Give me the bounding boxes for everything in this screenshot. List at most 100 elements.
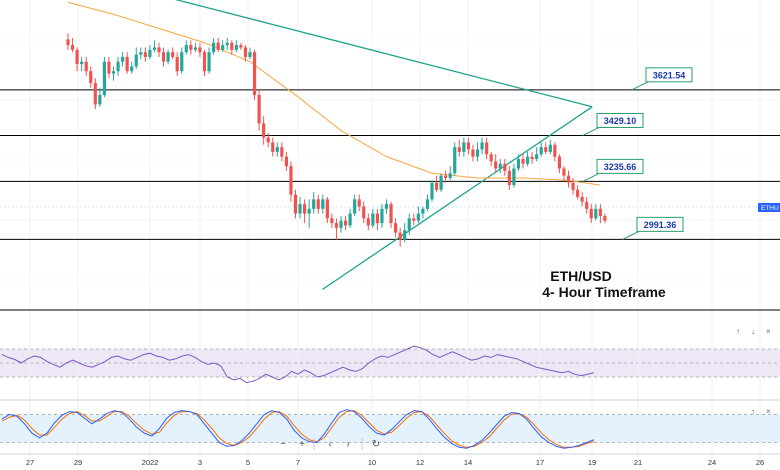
candle-body bbox=[576, 189, 580, 197]
level-label-box bbox=[636, 216, 684, 232]
x-tick-label: 5 bbox=[246, 458, 250, 467]
candle-body bbox=[234, 45, 238, 50]
candle-body bbox=[403, 230, 407, 240]
scroll-left-icon[interactable]: ‹ bbox=[328, 439, 331, 450]
moving-average-line bbox=[67, 1, 601, 186]
candle-body bbox=[453, 147, 457, 174]
triangle-lower-line bbox=[321, 106, 593, 291]
candle-body bbox=[262, 123, 266, 138]
candle-body bbox=[371, 213, 375, 226]
stoch-pane-controls: ↑ × bbox=[751, 407, 771, 416]
level-label-leader bbox=[622, 230, 640, 240]
zoom-out-icon[interactable]: − bbox=[280, 439, 286, 450]
level-labels: 3621.54 3429.10 3235.66 2991.36 bbox=[582, 67, 693, 240]
x-tick-label: 29 bbox=[74, 458, 82, 467]
x-tick-label: 2022 bbox=[142, 458, 159, 467]
candle-body bbox=[171, 52, 175, 57]
candle-body bbox=[98, 94, 102, 105]
candle-body bbox=[193, 47, 197, 50]
candle-body bbox=[125, 56, 129, 72]
x-tick-label: 27 bbox=[26, 458, 34, 467]
candle-body bbox=[594, 208, 598, 219]
candle-body bbox=[152, 47, 157, 50]
candle-body bbox=[398, 232, 402, 240]
pane-up-icon[interactable]: ↑ bbox=[736, 327, 740, 336]
candle-body bbox=[202, 52, 207, 72]
candle-body bbox=[284, 156, 288, 167]
scroll-right-icon[interactable]: › bbox=[346, 439, 349, 450]
candle-body bbox=[212, 42, 216, 53]
candle-body bbox=[239, 45, 243, 48]
candle-body bbox=[562, 168, 566, 176]
level-label-box bbox=[645, 67, 693, 83]
candle-body bbox=[221, 45, 225, 50]
candle-body bbox=[380, 208, 384, 224]
candle-body bbox=[357, 199, 361, 207]
candle-body bbox=[70, 45, 75, 50]
triangle-upper-line bbox=[174, 0, 593, 108]
candle-body bbox=[166, 52, 170, 62]
chart-title-pair: ETH/USD bbox=[550, 268, 611, 284]
x-tick-label: 17 bbox=[536, 458, 544, 467]
candle-body bbox=[66, 39, 70, 46]
candle-body bbox=[353, 199, 357, 214]
candle-body bbox=[539, 147, 543, 155]
candle-body bbox=[321, 199, 325, 209]
refresh-icon[interactable]: ↻ bbox=[372, 439, 380, 450]
candle-body bbox=[530, 156, 534, 159]
candle-body bbox=[507, 170, 511, 186]
candle-body bbox=[161, 52, 166, 62]
candle-body bbox=[485, 142, 489, 155]
candle-body bbox=[503, 163, 507, 171]
candle-body bbox=[325, 199, 329, 219]
x-tick-label: 14 bbox=[464, 458, 472, 467]
candle-body bbox=[475, 149, 480, 157]
candle-body bbox=[80, 61, 84, 65]
candle-body bbox=[362, 206, 366, 219]
candle-body bbox=[553, 144, 557, 157]
candle-body bbox=[257, 94, 261, 124]
chart-title-timeframe: 4- Hour Timeframe bbox=[542, 284, 666, 300]
x-axis: 27 29 2022 3 5 7 10 12 14 17 19 21 24 26 bbox=[26, 458, 764, 467]
x-tick-label: 26 bbox=[756, 458, 764, 467]
candle-body bbox=[143, 52, 147, 57]
candle-body bbox=[471, 149, 475, 157]
candle-body bbox=[512, 168, 516, 186]
candle-body bbox=[585, 201, 589, 209]
candle-body bbox=[111, 71, 116, 74]
candle-body bbox=[248, 52, 252, 57]
candle-body bbox=[180, 52, 184, 72]
candle-body bbox=[462, 142, 466, 152]
stochastic-d-line bbox=[1, 410, 595, 448]
pane-close-icon[interactable]: × bbox=[766, 407, 771, 416]
candle-body bbox=[421, 208, 425, 214]
symmetrical-triangle bbox=[174, 0, 593, 291]
level-label: 3621.54 bbox=[653, 70, 686, 80]
candle-body bbox=[157, 47, 161, 53]
pane-close-icon[interactable]: × bbox=[766, 327, 771, 336]
level-label: 2991.36 bbox=[644, 220, 677, 230]
candle-body bbox=[84, 61, 88, 72]
candle-body bbox=[107, 61, 111, 74]
x-tick-label: 19 bbox=[588, 458, 596, 467]
candle-body bbox=[198, 47, 202, 53]
candle-body bbox=[434, 182, 439, 190]
candle-body bbox=[548, 144, 552, 152]
pane-down-icon[interactable]: ↓ bbox=[751, 327, 755, 336]
candle-body bbox=[489, 154, 493, 162]
candle-body bbox=[184, 45, 188, 53]
stochastic-band bbox=[0, 414, 780, 443]
pane-up-icon[interactable]: ↑ bbox=[751, 407, 755, 416]
candle-body bbox=[343, 220, 348, 226]
x-tick-label: 10 bbox=[368, 458, 376, 467]
x-tick-label: 24 bbox=[708, 458, 716, 467]
zoom-in-icon[interactable]: + bbox=[299, 439, 305, 450]
candle-body bbox=[466, 142, 470, 150]
candle-body bbox=[289, 166, 293, 195]
x-tick-label: 12 bbox=[416, 458, 424, 467]
candle-body bbox=[457, 147, 461, 152]
rsi-pane bbox=[0, 325, 780, 401]
candle-body bbox=[293, 194, 298, 214]
candle-body bbox=[189, 45, 193, 50]
